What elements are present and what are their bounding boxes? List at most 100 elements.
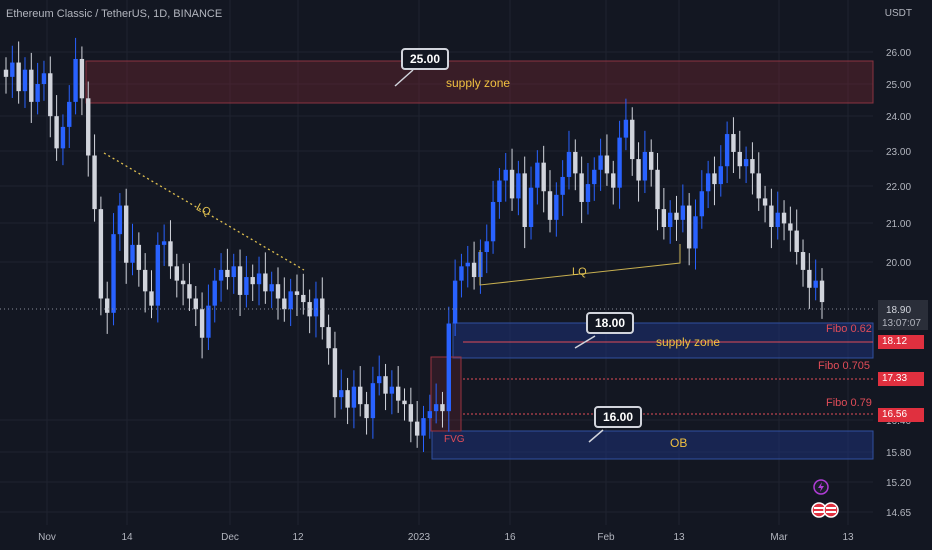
candle-body <box>484 241 489 253</box>
candle-body <box>256 273 262 285</box>
candle-body <box>269 284 274 292</box>
candle-body <box>630 119 635 160</box>
candle-body <box>377 376 382 384</box>
candle-body <box>655 169 660 210</box>
candle-body <box>674 212 679 220</box>
candle-body <box>699 191 705 217</box>
candle-body <box>54 116 59 149</box>
candle-body <box>452 280 458 324</box>
price-tag-079: 16.56 <box>878 408 924 422</box>
lightning-icon[interactable] <box>813 479 829 500</box>
time-axis: Nov 14 Dec 12 2023 16 Feb 13 Mar 13 <box>38 532 854 543</box>
candle-body <box>598 155 603 170</box>
candle-body <box>516 173 521 199</box>
candle-body <box>237 266 243 295</box>
candle-body <box>41 73 47 84</box>
price-tick-label: 23.00 <box>886 147 911 158</box>
candle-body <box>509 169 515 199</box>
candle-body <box>636 159 641 181</box>
candle-body <box>111 234 116 313</box>
candle-body <box>3 69 9 77</box>
overlays-layer <box>0 69 873 443</box>
candle-body <box>35 84 40 102</box>
candle-body <box>206 305 211 338</box>
time-tick-label: Dec <box>221 532 239 543</box>
zone-mid-label: supply zone <box>656 335 721 349</box>
price-tag-062: 18.12 <box>878 335 924 349</box>
price-tick-label: 20.00 <box>886 258 911 269</box>
candle-body <box>433 404 439 412</box>
time-tick-label: Mar <box>770 532 788 543</box>
candle-body <box>250 277 255 285</box>
candle-body <box>313 298 319 317</box>
candle-body <box>370 383 376 419</box>
candle-body <box>275 284 281 299</box>
candle-body <box>724 134 730 167</box>
lq-sweep-line <box>479 244 681 286</box>
candle-body <box>67 101 72 127</box>
chart-title: Ethereum Classic / TetherUS, 1D, BINANCE <box>6 8 223 20</box>
candle-body <box>642 151 648 181</box>
candle-body <box>16 62 21 92</box>
candle-body <box>79 58 85 99</box>
candle-body <box>541 162 546 192</box>
candle-body <box>48 73 53 117</box>
price-tick-label: 25.00 <box>886 80 911 91</box>
candle-body <box>535 162 540 188</box>
candle-body <box>130 244 135 263</box>
candle-body <box>554 194 559 220</box>
current-price-box <box>878 300 928 330</box>
candle-body <box>288 291 293 310</box>
current-price-value: 18.90 <box>886 305 911 316</box>
candle-body <box>98 209 104 299</box>
price-tick-label: 21.00 <box>886 219 911 230</box>
callout-mid-pointer <box>574 335 596 349</box>
callout-low: 16.00 <box>594 406 643 428</box>
candle-body <box>649 151 654 170</box>
ob-zone <box>431 430 874 460</box>
candle-body <box>737 151 742 167</box>
candle-body <box>218 269 224 281</box>
price-tick-label: 22.00 <box>886 182 911 193</box>
candle-body <box>320 298 325 328</box>
candle-body <box>522 173 527 227</box>
callout-low-pointer <box>588 429 604 443</box>
candle-body <box>339 390 344 398</box>
candle-body <box>307 302 312 317</box>
candle-body <box>244 277 249 295</box>
zone-low-label: OB <box>670 436 688 450</box>
currency-label: USDT <box>884 8 912 19</box>
candle-body <box>490 201 496 242</box>
candle-body <box>800 252 806 270</box>
candle-body <box>459 266 464 281</box>
candle-body <box>294 291 300 295</box>
callout-top-pointer <box>394 69 414 87</box>
candle-body <box>750 159 755 174</box>
time-tick-label: Feb <box>597 532 615 543</box>
candle-body <box>781 212 787 224</box>
candle-body <box>199 309 205 338</box>
zones-layer <box>85 60 874 460</box>
candle-body <box>142 269 148 292</box>
candle-body <box>168 241 173 267</box>
candle-body <box>661 209 667 227</box>
candle-body <box>174 266 179 281</box>
candle-body <box>560 176 565 195</box>
candle-body <box>807 269 812 288</box>
fvg-label: FVG <box>444 434 465 445</box>
candle-body <box>440 404 445 412</box>
candle-body <box>149 291 154 306</box>
candle-body <box>585 184 591 202</box>
candle-body <box>693 216 698 249</box>
flags-icon[interactable] <box>811 502 839 523</box>
candle-body <box>528 187 534 227</box>
candle-body <box>813 280 818 288</box>
candle-body <box>187 284 192 299</box>
price-tick-label: 15.80 <box>886 448 911 459</box>
price-countdown: 13:07:07 <box>882 318 921 329</box>
candle-body <box>573 151 578 174</box>
candle-body <box>667 212 673 227</box>
candle-body <box>389 386 395 394</box>
candle-body <box>743 159 749 167</box>
